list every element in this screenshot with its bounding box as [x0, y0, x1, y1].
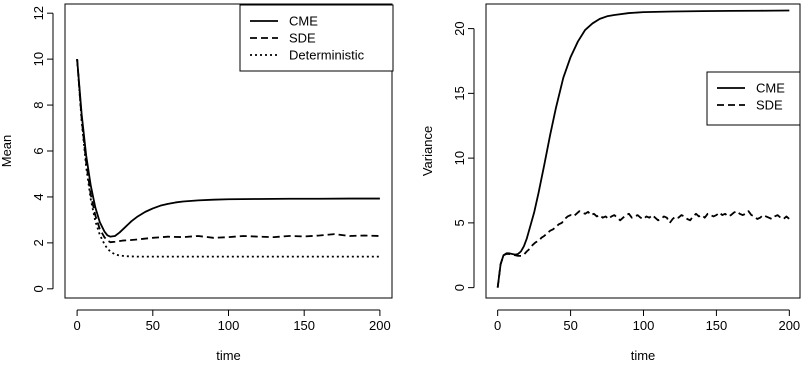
series-line-sde: [76, 59, 380, 244]
chart-panel-2: 0 50 100 150 200 0 5 10 15 20 time Variance CME SDE: [420, 3, 801, 363]
x-tick-label: 100: [633, 318, 655, 333]
y-tick-label: 2: [31, 239, 46, 246]
series-line-cme: [76, 59, 380, 238]
x-tick-label: 50: [146, 318, 160, 333]
x-tick-label: 150: [293, 318, 315, 333]
x-tick-label: 150: [706, 318, 728, 333]
y-tick-label: 15: [452, 86, 467, 100]
y-tick-label: 0: [452, 284, 467, 291]
y-tick-label: 6: [31, 147, 46, 154]
series-line-cme: [496, 9, 790, 288]
plot-frame: [485, 3, 801, 299]
series-line-sde: [496, 210, 790, 288]
x-tick-label: 200: [369, 318, 391, 333]
x-tick-label: 0: [494, 318, 501, 333]
y-axis-label: Mean: [0, 135, 14, 168]
legend-label-cme: CME: [289, 14, 318, 29]
x-tick-label: 200: [778, 318, 800, 333]
series-line-deterministic: [76, 59, 380, 258]
legend: CME SDE: [706, 71, 801, 126]
y-tick-label: 4: [31, 193, 46, 200]
y-tick-label: 0: [31, 285, 46, 292]
y-tick-label: 8: [31, 101, 46, 108]
x-tick-label: 0: [73, 318, 80, 333]
x-axis-label: time: [216, 348, 241, 363]
legend-label-deterministic: Deterministic: [289, 48, 365, 63]
y-tick-label: 10: [31, 52, 46, 66]
y-tick-label: 10: [452, 151, 467, 165]
x-axis-label: time: [631, 348, 656, 363]
plot-frame: [64, 3, 393, 299]
y-axis-label: Variance: [420, 126, 435, 176]
legend-label-cme: CME: [756, 81, 785, 96]
chart-panel-1: 0 50 100 150 200 0 2 4 6 8 10 12 time Mean CME SDE Deter…: [0, 3, 394, 363]
y-tick-label: 5: [452, 219, 467, 226]
legend-box: [706, 71, 801, 126]
x-tick-label: 50: [563, 318, 577, 333]
y-tick-label: 12: [31, 6, 46, 20]
legend-label-sde: SDE: [289, 31, 316, 46]
legend-label-sde: SDE: [756, 98, 783, 113]
legend: CME SDE Deterministic: [239, 4, 394, 72]
x-tick-label: 100: [218, 318, 240, 333]
y-tick-label: 20: [452, 21, 467, 35]
